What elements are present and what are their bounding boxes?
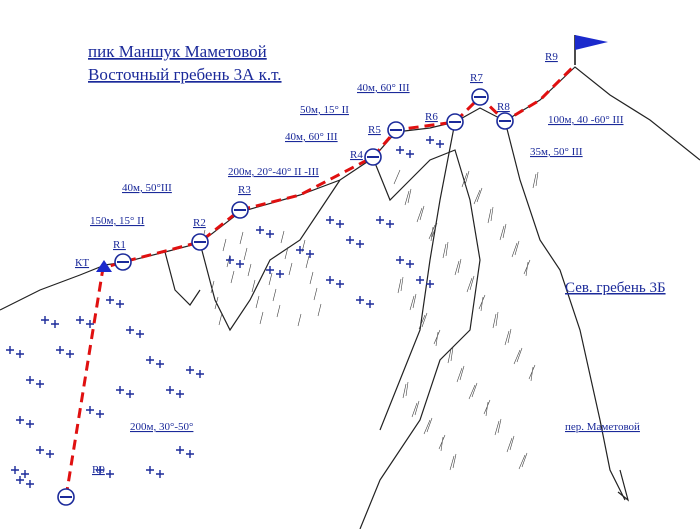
node-label: R5 <box>368 124 381 136</box>
node-label: R0 <box>92 464 105 476</box>
segment-label: 40м, 60° III <box>285 131 338 143</box>
node-label: R8 <box>497 101 510 113</box>
node-label: R6 <box>425 111 438 123</box>
segment-label: 50м, 15° II <box>300 104 349 116</box>
title: пик Маншук Маметовой <box>88 42 267 61</box>
feature-label: пер. Маметовой <box>565 421 640 433</box>
node-label: R4 <box>350 149 363 161</box>
crosses-path <box>6 136 444 488</box>
segment-label: 200м, 20°-40° II -III <box>228 166 319 178</box>
node-label: R3 <box>238 184 251 196</box>
subtitle: Восточный гребень 3А к.т. <box>88 65 282 84</box>
crosses <box>6 136 444 488</box>
node-label: R2 <box>193 217 206 229</box>
node-label: R9 <box>545 51 558 63</box>
hatch-path <box>201 169 539 471</box>
feature-label: Сев. гребень 3Б <box>565 280 666 296</box>
segment-label: 40м, 50°III <box>122 182 172 194</box>
stations <box>57 88 514 506</box>
segment-label: 35м, 50° III <box>530 146 583 158</box>
segment-label: 200м, 30°-50° <box>130 421 193 433</box>
segment-label: 150м, 15° II <box>90 215 145 227</box>
segment-label: 40м, 60° III <box>357 82 410 94</box>
segment-label: 100м, 40 -60° III <box>548 114 624 126</box>
shading <box>201 169 539 471</box>
node-label: R1 <box>113 239 126 251</box>
node-label: R7 <box>470 72 483 84</box>
mountain <box>0 66 700 529</box>
node-label: КТ <box>75 257 89 269</box>
